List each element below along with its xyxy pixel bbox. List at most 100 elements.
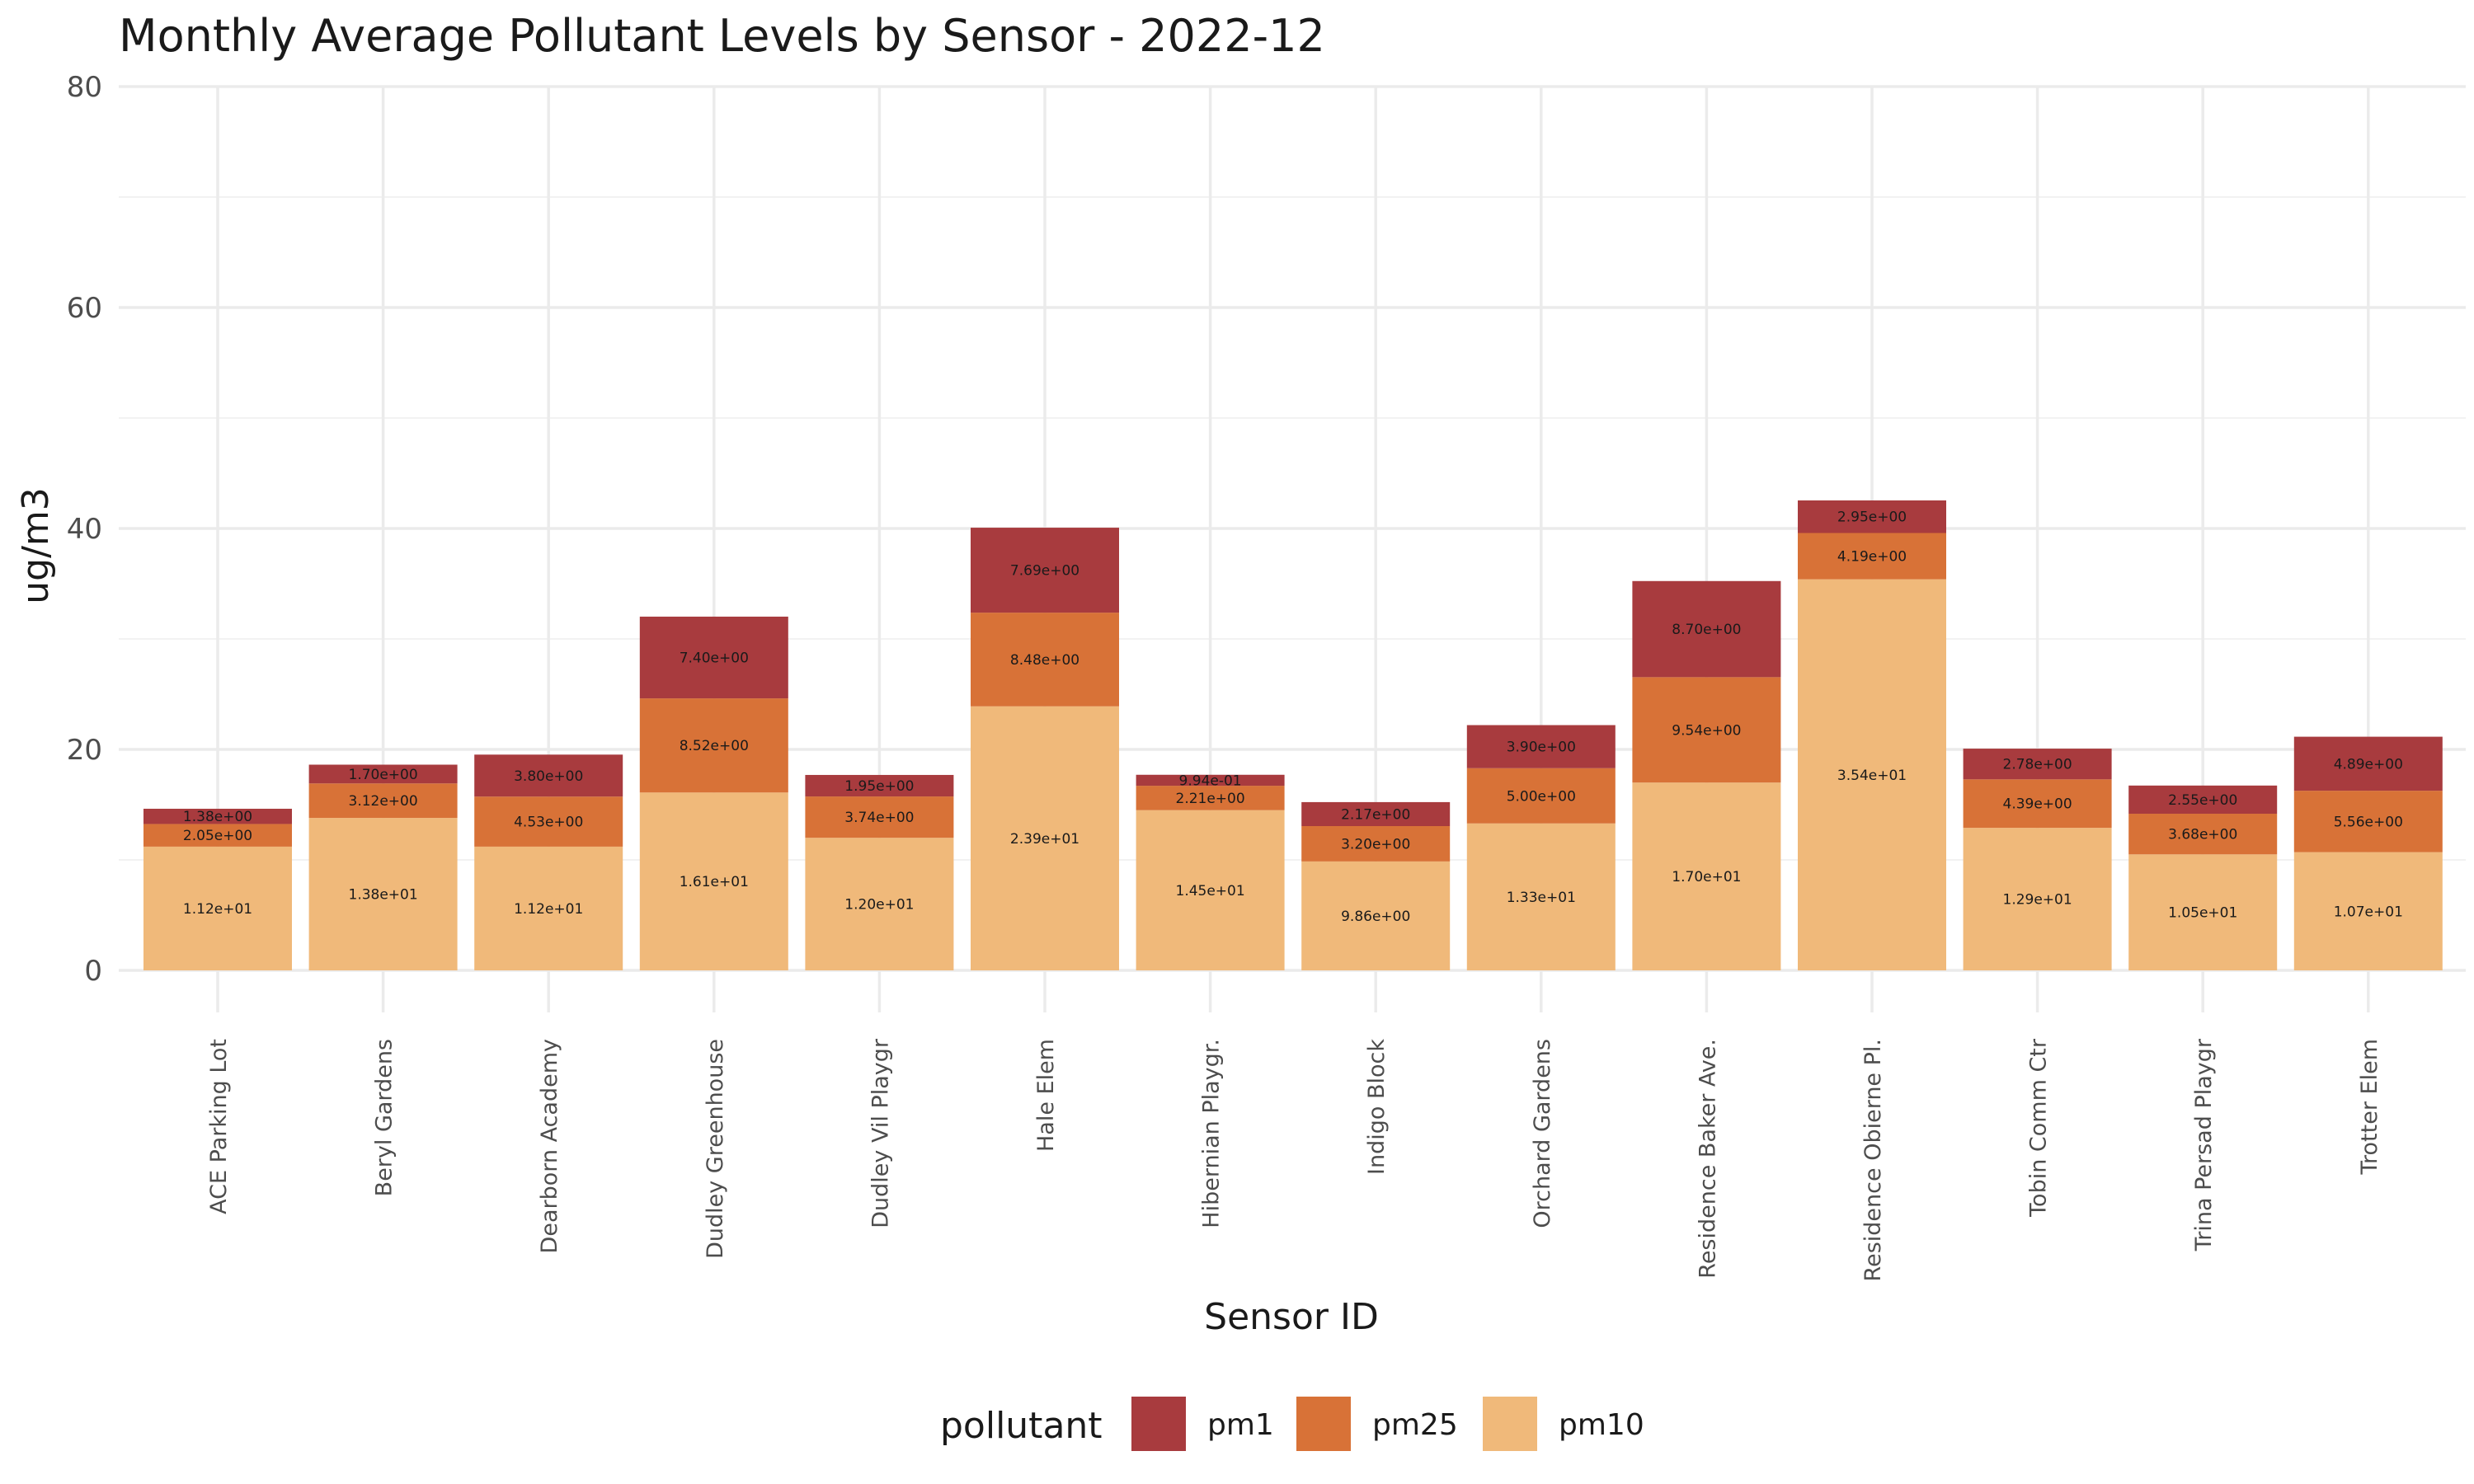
bar-value-label: 1.12e+01 <box>183 901 252 918</box>
bar-value-label: 1.05e+01 <box>2168 905 2237 922</box>
bar-value-label: 5.00e+00 <box>1507 788 1576 805</box>
x-tick-label: Dudley Greenhouse <box>703 1039 728 1259</box>
bar-value-label: 3.54e+01 <box>1837 768 1907 784</box>
bar-segment-pm25 <box>1632 677 1781 783</box>
bar-segment-pm1 <box>1632 580 1781 678</box>
bar-segment-pm25 <box>805 796 954 838</box>
bar-segment-pm1 <box>474 754 623 797</box>
bar-segment-pm10 <box>2128 854 2278 970</box>
bar-value-label: 4.19e+00 <box>1837 549 1907 566</box>
x-tick-label: Residence Obierne Pl. <box>1860 1039 1886 1281</box>
bar-value-label: 1.07e+01 <box>2334 904 2403 920</box>
bar-value-label: 2.05e+00 <box>183 828 252 844</box>
bar-value-label: 2.78e+00 <box>2003 757 2072 773</box>
legend-title: pollutant <box>940 1405 1103 1447</box>
x-tick-label: Dearborn Academy <box>537 1039 562 1253</box>
bar-segment-pm1 <box>805 774 954 797</box>
bar-value-label: 1.38e+01 <box>349 887 418 904</box>
x-tick-label: Trotter Elem <box>2357 1039 2382 1176</box>
bar-segment-pm1 <box>1963 749 2112 780</box>
x-tick-label: Dudley Vil Playgr <box>868 1038 893 1228</box>
bar-segment-pm25 <box>639 698 788 793</box>
x-axis-ticks: ACE Parking Lot Beryl Gardens Dearborn Aca… <box>206 1038 2382 1281</box>
bar-value-label: 2.17e+00 <box>1341 806 1410 823</box>
y-axis-title: ug/m3 <box>15 487 57 604</box>
bar-value-label: 2.39e+01 <box>1010 831 1079 848</box>
bar-segment-pm10 <box>308 818 458 970</box>
bar-segment-pm1 <box>2128 785 2278 814</box>
bar-segment-pm25 <box>1963 779 2112 829</box>
x-tick-label: ACE Parking Lot <box>206 1039 232 1214</box>
bar-value-label: 2.95e+00 <box>1837 510 1907 526</box>
bar-segment-pm10 <box>1466 823 1616 970</box>
bar-value-label: 8.70e+00 <box>1672 622 1741 638</box>
bar-segment-pm1 <box>1798 500 1946 533</box>
bar-segment-pm25 <box>1301 825 1451 862</box>
legend-key-pm1 <box>1131 1397 1186 1451</box>
bar-value-label: 2.55e+00 <box>2168 792 2237 809</box>
legend-label-pm25: pm25 <box>1372 1408 1458 1442</box>
bar-segment-pm1 <box>308 764 458 784</box>
bar-value-label: 9.54e+00 <box>1672 722 1741 739</box>
bar-value-label: 7.69e+00 <box>1010 563 1079 580</box>
bar-value-label: 1.12e+01 <box>514 901 583 918</box>
bar-segment-pm25 <box>1466 768 1616 824</box>
bar-value-label: 2.21e+00 <box>1176 791 1245 807</box>
bar-value-label: 1.70e+01 <box>1672 869 1741 885</box>
bar-value-label: 5.56e+00 <box>2334 814 2403 830</box>
legend-key-pm10 <box>1483 1397 1537 1451</box>
x-tick-label: Residence Baker Ave. <box>1695 1039 1720 1279</box>
y-tick-label: 20 <box>67 734 102 767</box>
bar-value-label: 3.90e+00 <box>1507 740 1576 756</box>
bar-segment-pm25 <box>1136 786 1285 810</box>
bars: 1.12e+01 2.05e+00 1.38e+00 1.38e+01 3.12e+00… <box>143 500 2443 970</box>
bar-segment-pm1 <box>1136 774 1285 787</box>
x-tick-label: Orchard Gardens <box>1530 1039 1555 1228</box>
bar-segment-pm1 <box>971 528 1119 613</box>
bar-value-label: 1.29e+01 <box>2003 892 2072 909</box>
bar-segment-pm10 <box>143 846 292 970</box>
bar-segment-pm25 <box>2128 813 2278 855</box>
bar-value-label: 1.95e+00 <box>844 778 914 795</box>
bar-segment-pm25 <box>2293 791 2443 852</box>
bar-segment-pm10 <box>805 838 954 970</box>
x-tick-label: Indigo Block <box>1364 1039 1390 1175</box>
bar-segment-pm10 <box>1136 810 1285 970</box>
bar-segment-pm1 <box>1466 725 1616 768</box>
legend: pollutant pm1 pm25 pm10 <box>940 1397 1644 1451</box>
bar-value-label: 3.74e+00 <box>844 810 914 826</box>
bar-value-label: 1.45e+01 <box>1176 883 1245 899</box>
y-tick-label: 0 <box>84 955 102 988</box>
bar-segment-pm1 <box>2293 736 2443 791</box>
bar-value-label: 8.48e+00 <box>1010 652 1079 669</box>
bar-value-label: 7.40e+00 <box>680 650 749 667</box>
bar-value-label: 1.33e+01 <box>1507 890 1576 906</box>
bar-value-label: 8.52e+00 <box>680 738 749 754</box>
bar-value-label: 3.20e+00 <box>1341 836 1410 852</box>
bar-value-label: 9.94e-01 <box>1179 773 1242 789</box>
y-tick-label: 40 <box>67 513 102 546</box>
bar-segment-pm10 <box>1798 579 1946 970</box>
bar-segment-pm25 <box>971 613 1119 707</box>
legend-label-pm1: pm1 <box>1207 1408 1274 1442</box>
x-axis-title: Sensor ID <box>1204 1296 1379 1338</box>
x-tick-label: Trina Persad Playgr <box>2191 1038 2217 1252</box>
bar-segment-pm25 <box>1798 533 1946 580</box>
x-tick-label: Hibernian Playgr. <box>1199 1039 1225 1228</box>
bar-segment-pm10 <box>1963 828 2112 970</box>
bar-segment-pm1 <box>143 808 292 824</box>
bar-value-label: 4.39e+00 <box>2003 796 2072 813</box>
x-tick-label: Beryl Gardens <box>372 1039 397 1196</box>
bar-segment-pm10 <box>971 706 1119 970</box>
bar-segment-pm10 <box>2293 852 2443 970</box>
bar-value-label: 1.61e+01 <box>680 874 749 890</box>
legend-label-pm10: pm10 <box>1559 1408 1644 1442</box>
y-axis-ticks: 0 20 40 60 80 <box>67 71 102 988</box>
bar-value-label: 1.38e+00 <box>183 809 252 825</box>
y-tick-label: 60 <box>67 292 102 325</box>
bar-segment-pm25 <box>143 824 292 847</box>
bar-segment-pm1 <box>639 616 788 699</box>
bar-value-label: 4.53e+00 <box>514 815 583 831</box>
bar-value-label: 3.68e+00 <box>2168 827 2237 843</box>
